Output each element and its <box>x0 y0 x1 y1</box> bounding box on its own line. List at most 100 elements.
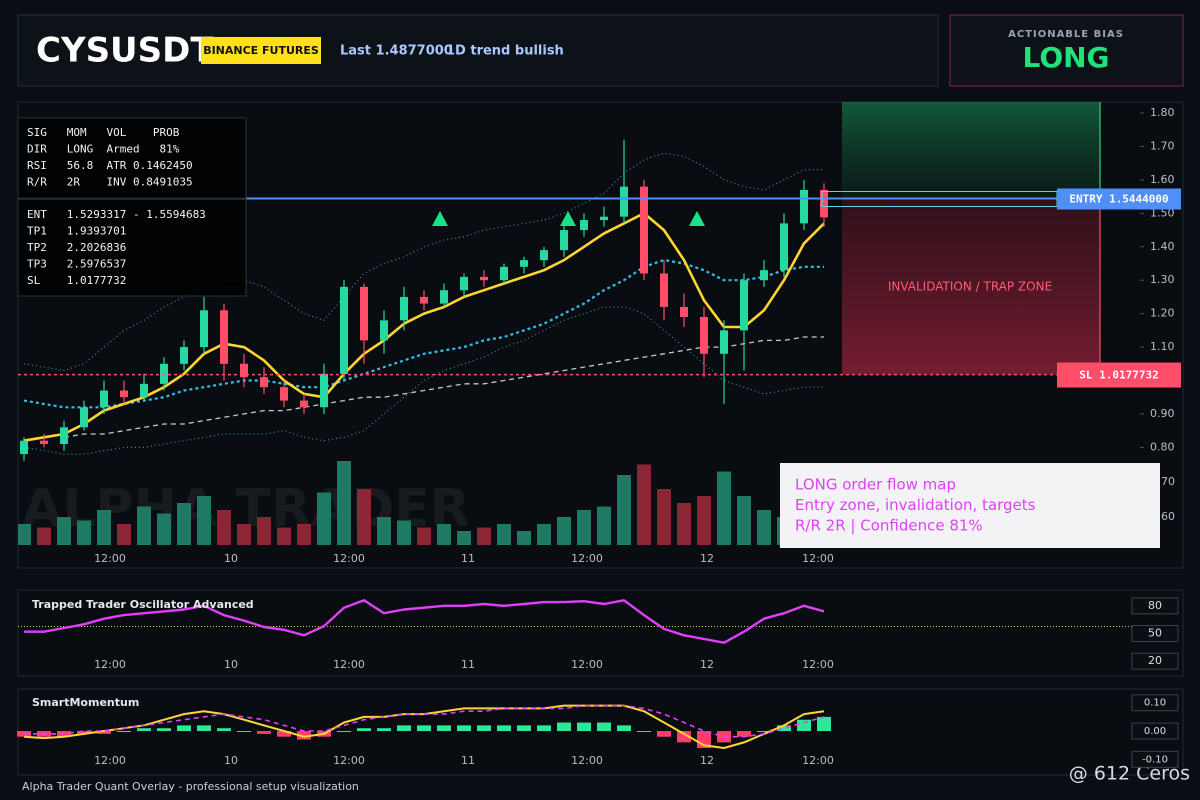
y-tick-label: 1.80 <box>1150 106 1175 119</box>
note-box <box>780 463 1160 548</box>
histogram-bar <box>657 731 671 737</box>
y-tick-box <box>1131 625 1179 642</box>
candle-body <box>640 186 648 274</box>
volume-bar <box>337 461 351 545</box>
x-tick-label: 10 <box>224 552 238 565</box>
x-tick-label: 12:00 <box>571 754 603 767</box>
y-tick-label: 50 <box>1148 627 1162 640</box>
histogram-bar <box>437 725 451 732</box>
volume-bar <box>657 489 671 545</box>
x-tick-label: 10 <box>224 658 238 671</box>
level-row: TP1 1.9393701 <box>27 225 126 238</box>
candle-body <box>220 310 228 364</box>
histogram-bar <box>237 731 251 733</box>
volume-bar <box>97 510 111 545</box>
volume-bar <box>317 492 331 545</box>
candle-body <box>260 377 268 388</box>
x-tick-label: 12:00 <box>333 658 365 671</box>
histogram-bar <box>377 728 391 732</box>
momentum: SmartMomentum 0.10 0.00 -0.10 12:00 10 12:00 11… <box>17 694 1179 768</box>
bias-value: LONG <box>1022 41 1109 74</box>
histogram-bar <box>477 725 491 732</box>
exchange: BINANCE FUTURES <box>203 44 319 57</box>
info-row: DIR LONG Armed 81% <box>27 143 180 156</box>
volume-bar <box>377 517 391 545</box>
y-tick-label: 1.60 <box>1150 173 1175 186</box>
x-tick-label: 12:00 <box>94 754 126 767</box>
histogram-bar <box>817 716 831 732</box>
credit: @ 612 Ceros <box>1069 763 1190 785</box>
candle-body <box>180 347 188 364</box>
histogram-bar <box>497 725 511 732</box>
volume-bar <box>237 524 251 545</box>
indicator-line <box>23 306 824 455</box>
indicator-line <box>24 599 825 644</box>
y-tick-label: 0.00 <box>1144 726 1166 737</box>
histogram-bar <box>357 728 371 732</box>
candle-body <box>240 363 248 378</box>
candle-body <box>680 306 688 317</box>
x-tick-label: 12:00 <box>333 552 365 565</box>
histogram-bar <box>597 722 611 732</box>
signal-marker <box>560 211 576 226</box>
histogram-bar <box>277 731 291 737</box>
histogram-bar <box>97 731 111 734</box>
volume-bar <box>477 527 491 545</box>
candle-body <box>320 373 328 408</box>
footer: Alpha Trader Quant Overlay - professiona… <box>22 780 359 793</box>
y-tick-label: 20 <box>1148 654 1162 667</box>
histogram-bar <box>77 731 91 734</box>
x-tick-label: 12:00 <box>571 658 603 671</box>
x-tick-label: 12:00 <box>802 658 834 671</box>
panel-title: SmartMomentum <box>32 696 139 709</box>
y-tick-label: 1.30 <box>1150 273 1175 286</box>
entry-label: ENTRY 1.5444000 <box>1069 192 1168 205</box>
histogram-bar <box>257 731 271 734</box>
candle-body <box>520 260 528 267</box>
invalidation-zone <box>842 198 1100 375</box>
candle-body <box>560 230 568 251</box>
volume-bar <box>717 471 731 545</box>
note-line: Entry zone, invalidation, targets <box>795 496 1036 514</box>
candle-body <box>60 427 68 445</box>
volume-bar <box>417 527 431 545</box>
x-tick-label: 12:00 <box>802 552 834 565</box>
zone-label: INVALIDATION / TRAP ZONE <box>888 280 1052 294</box>
volume-bar <box>37 527 51 545</box>
candle-body <box>540 250 548 261</box>
volume-bar <box>18 524 31 545</box>
histogram-bar <box>577 722 591 732</box>
volume-bar <box>117 524 131 545</box>
sl-label: SL 1.0177732 <box>1079 369 1158 382</box>
volume-bar <box>637 464 651 545</box>
volume-bar <box>597 506 611 545</box>
histogram-bar <box>677 731 691 743</box>
histogram-bar <box>457 725 471 732</box>
volume-bar <box>537 524 551 545</box>
candle-body <box>100 390 108 408</box>
histogram-bar <box>517 725 531 732</box>
header-panel <box>17 14 939 87</box>
volume-bar <box>577 510 591 545</box>
candle-body <box>140 383 148 398</box>
histogram-bar <box>557 722 571 732</box>
volume-bar <box>557 517 571 545</box>
info-panel <box>17 117 247 297</box>
x-tick-label: 12 <box>700 552 714 565</box>
y-tick-label: -0.10 <box>1142 754 1168 765</box>
volume-bar <box>737 496 751 545</box>
info-row: SIG MOM VOL PROB <box>27 126 180 139</box>
volume-bar <box>457 531 471 545</box>
candle-body <box>300 400 308 408</box>
histogram-bar <box>217 728 231 732</box>
candle-body <box>500 266 508 281</box>
x-tick-label: 12:00 <box>571 552 603 565</box>
last-price: Last 1.4877000 <box>340 44 453 59</box>
x-tick-label: 12:00 <box>94 552 126 565</box>
candle-body <box>800 189 808 224</box>
x-tick-label: 12:00 <box>333 754 365 767</box>
candle-body <box>400 296 408 321</box>
y-tick-label: 80 <box>1148 599 1162 612</box>
y-tick-box <box>1131 722 1179 740</box>
volume-bar <box>57 517 71 545</box>
